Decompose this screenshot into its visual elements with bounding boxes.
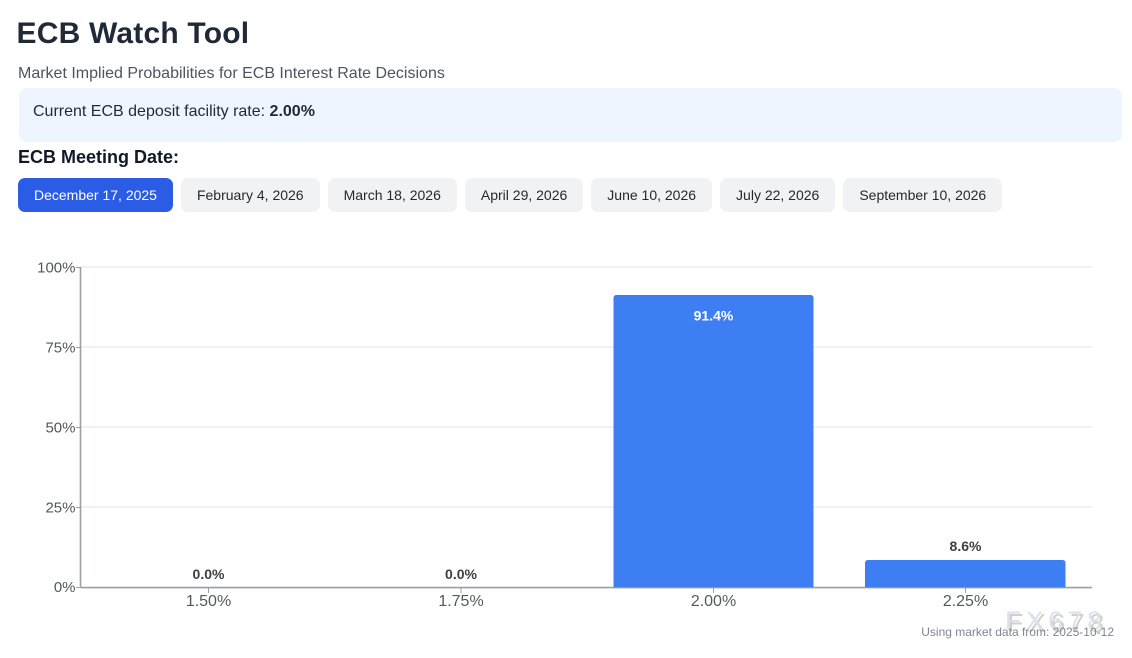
svg-text:0%: 0% xyxy=(54,579,76,596)
svg-text:8.6%: 8.6% xyxy=(950,538,982,554)
svg-text:91.4%: 91.4% xyxy=(694,307,734,323)
svg-text:FX678: FX678 xyxy=(1005,606,1107,636)
svg-text:2.25%: 2.25% xyxy=(943,593,988,610)
svg-text:100%: 100% xyxy=(37,260,75,277)
svg-text:0.0%: 0.0% xyxy=(193,566,225,582)
svg-text:25%: 25% xyxy=(45,500,75,517)
svg-text:50%: 50% xyxy=(45,420,75,437)
svg-text:Using market data from: 2025-1: Using market data from: 2025-10-12 xyxy=(921,625,1114,639)
svg-text:0.0%: 0.0% xyxy=(445,566,477,582)
svg-text:75%: 75% xyxy=(45,340,75,357)
svg-text:2.00%: 2.00% xyxy=(691,593,736,610)
svg-text:1.50%: 1.50% xyxy=(186,593,231,610)
svg-text:1.75%: 1.75% xyxy=(438,593,483,610)
svg-text:FX678: FX678 xyxy=(1008,608,1110,638)
